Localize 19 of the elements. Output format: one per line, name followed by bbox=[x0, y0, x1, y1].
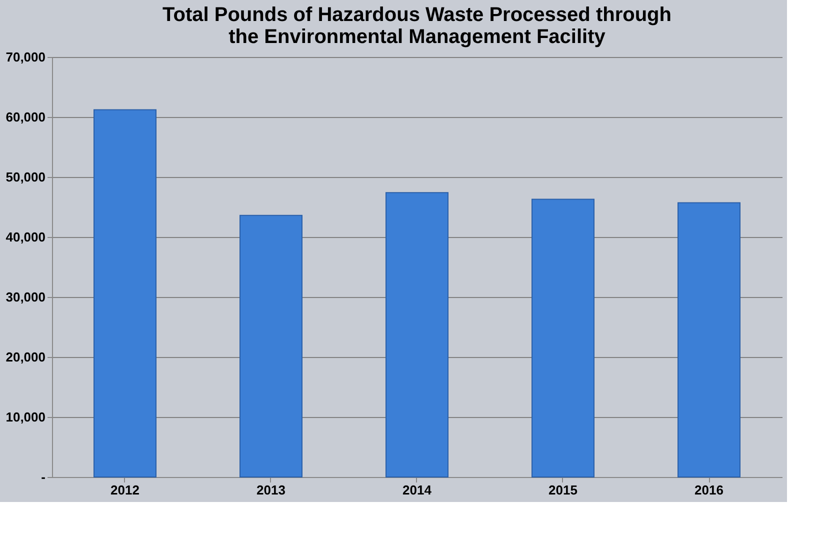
bar bbox=[678, 202, 740, 478]
bar bbox=[94, 109, 156, 478]
x-tick-label: 2014 bbox=[402, 482, 432, 498]
y-tick-label: 70,000 bbox=[6, 50, 46, 64]
y-tick-label: 50,000 bbox=[6, 170, 46, 184]
x-tick-label: 2013 bbox=[256, 482, 286, 498]
y-tick-label: - bbox=[41, 470, 46, 484]
y-tick-label: 30,000 bbox=[6, 290, 46, 304]
y-tick-label: 40,000 bbox=[6, 230, 46, 244]
y-tick-label: 10,000 bbox=[6, 410, 46, 424]
x-tick-label: 2016 bbox=[694, 482, 724, 498]
bar bbox=[386, 192, 448, 478]
y-tick-label: 20,000 bbox=[6, 350, 46, 364]
bar bbox=[532, 198, 594, 478]
chart-title: Total Pounds of Hazardous Waste Processed through the Environmental Management Facility bbox=[162, 4, 672, 48]
bar bbox=[240, 214, 302, 478]
x-tick-label: 2012 bbox=[110, 482, 140, 498]
x-tick-label: 2015 bbox=[548, 482, 578, 498]
y-tick-label: 60,000 bbox=[6, 110, 46, 124]
